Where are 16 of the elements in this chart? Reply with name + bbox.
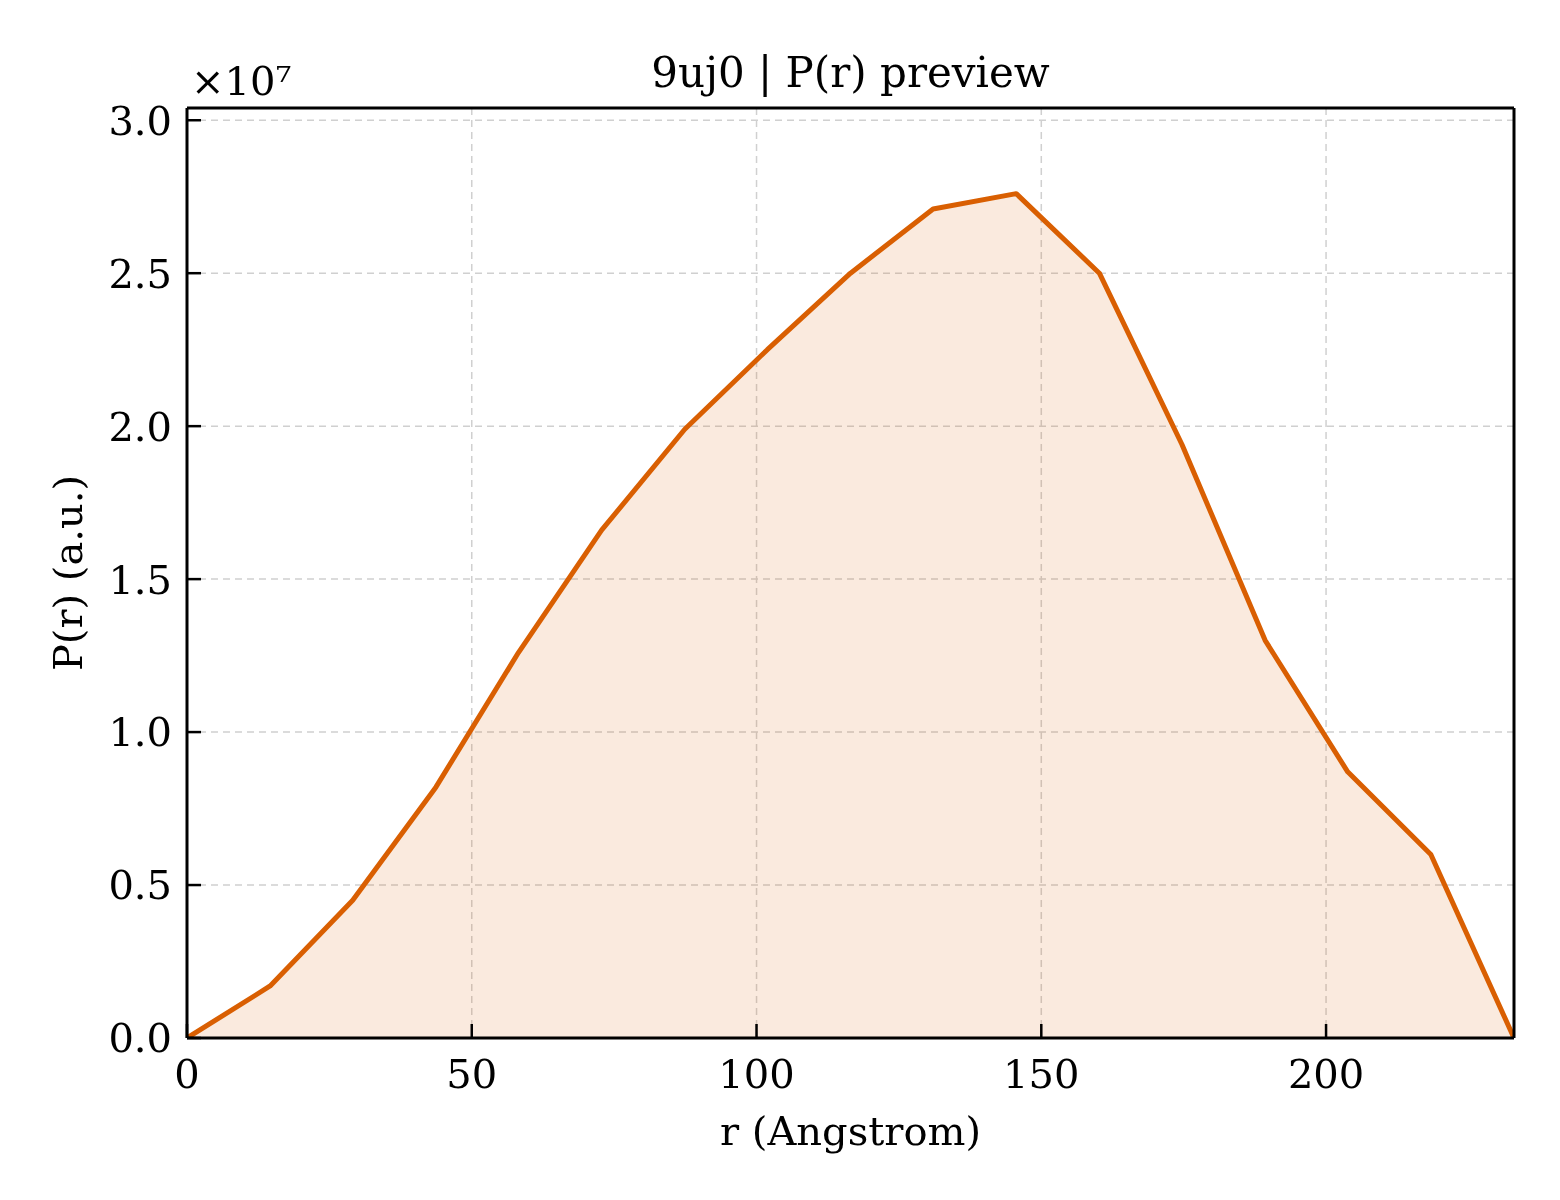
text: ×10⁷: [191, 58, 292, 104]
x-tick-label: 200: [1287, 1051, 1365, 1097]
chart-title: 9uj0 | P(r) preview: [651, 48, 1050, 97]
y-axis-title: P(r) (a.u.): [45, 474, 91, 672]
x-tick-label: 0: [174, 1051, 200, 1097]
x-axis-title: r (Angstrom): [719, 1108, 982, 1154]
x-tick-label: 100: [718, 1051, 795, 1097]
y-tick-label: 3.0: [108, 97, 172, 144]
y-tick-label: 0.0: [108, 1015, 172, 1062]
y-tick-label: 2.5: [108, 250, 172, 297]
y-tick-label: 1.0: [108, 709, 172, 756]
x-tick-label: 50: [446, 1051, 498, 1097]
y-tick-label: 1.5: [108, 556, 172, 603]
y-tick-label: 2.0: [108, 403, 172, 450]
x-tick-label: 150: [1003, 1051, 1080, 1097]
y-tick-label: 0.5: [108, 862, 172, 909]
